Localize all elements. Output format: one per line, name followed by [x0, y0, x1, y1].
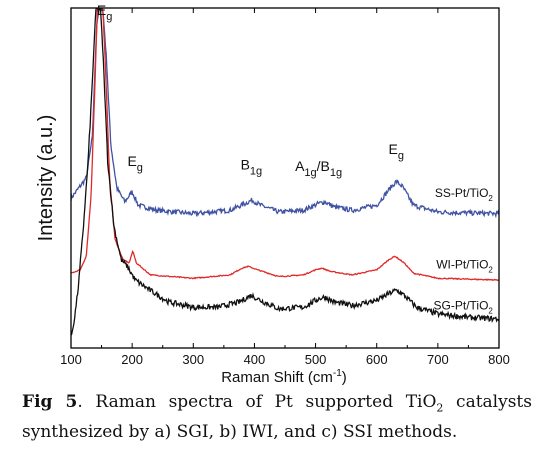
- y-axis-label: Intensity (a.u.): [35, 115, 57, 242]
- x-axis-label: Raman Shift (cm-1): [221, 368, 347, 386]
- figure-caption: Fig 5. Raman spectra of Pt supported TiO…: [22, 390, 532, 445]
- x-tick-label-1: 200: [121, 352, 143, 367]
- figure-label: Fig 5: [22, 392, 78, 412]
- caption-text-a: . Raman spectra of Pt supported TiO: [77, 392, 437, 412]
- caption-sub: 2: [436, 401, 444, 415]
- peak-annotation-2: B1g: [241, 157, 263, 178]
- peak-annotation-1: Eg: [127, 153, 142, 174]
- peak-annotation-4: Eg: [389, 141, 404, 162]
- x-tick-label-3: 400: [244, 352, 266, 367]
- series-line-2: [71, 8, 499, 336]
- series-line-0: [71, 8, 499, 219]
- peak-annotation-3: A1g/B1g: [295, 158, 342, 179]
- x-tick-label-5: 600: [366, 352, 388, 367]
- plot-frame: [70, 7, 500, 349]
- peak-annotation-0: Eg: [97, 2, 112, 23]
- caption-text-b: catalysts synthesized by a) SGI, b) IWI,…: [22, 392, 532, 443]
- series-label-2: SG-Pt/TiO2: [434, 298, 494, 315]
- x-tick-label-4: 500: [305, 352, 327, 367]
- series-label-1: WI-Pt/TiO2: [436, 258, 493, 275]
- series-line-1: [71, 8, 499, 282]
- x-tick-label-2: 300: [182, 352, 204, 367]
- series-label-0: SS-Pt/TiO2: [435, 186, 494, 203]
- x-tick-label-6: 700: [427, 352, 449, 367]
- x-tick-label-0: 100: [60, 352, 82, 367]
- x-tick-label-7: 800: [488, 352, 510, 367]
- raman-chart: 100 200 300 400 500 600 700 800 SS-Pt/TiO2 WI-Pt…: [35, 2, 510, 386]
